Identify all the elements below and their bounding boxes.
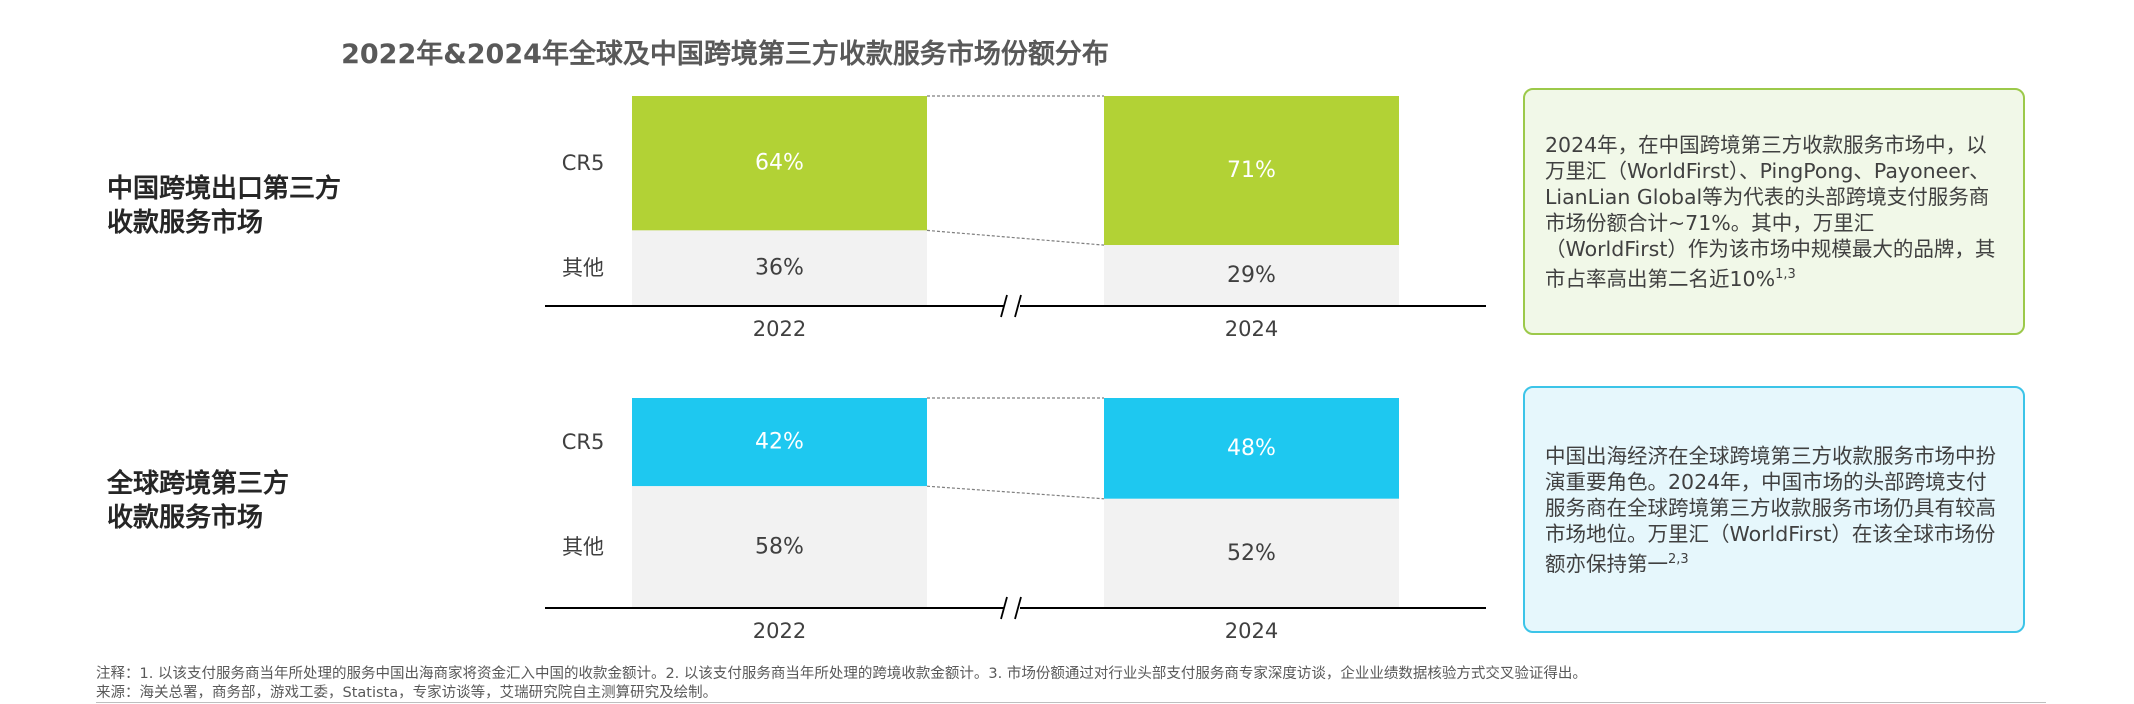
label-cr5-2024: 48% bbox=[1227, 436, 1276, 461]
row-label-china: 中国跨境出口第三方 收款服务市场 bbox=[107, 172, 427, 240]
note-global-body: 中国出海经济在全球跨境第三方收款服务市场中扮演重要角色。2024年，中国市场的头… bbox=[1545, 443, 1996, 576]
bar-other-2024 bbox=[1104, 245, 1399, 306]
tick-label-2024: 2024 bbox=[1225, 317, 1278, 341]
note-box-china: 2024年，在中国跨境第三方收款服务市场中，以万里汇（WorldFirst）、P… bbox=[1523, 88, 2025, 335]
row-label-china-line1: 中国跨境出口第三方 bbox=[107, 174, 342, 204]
bar-cr5-2022 bbox=[632, 96, 927, 231]
label-cr5-2022: 42% bbox=[755, 430, 804, 455]
bar-other-2022 bbox=[632, 230, 927, 306]
tick-label-2024: 2024 bbox=[1225, 619, 1278, 643]
footnote-notes: 注释：1. 以该支付服务商当年所处理的服务中国出海商家将资金汇入中国的收款金额计… bbox=[96, 666, 1587, 682]
note-china-sup: 1,3 bbox=[1775, 266, 1796, 282]
note-global-sup: 2,3 bbox=[1668, 551, 1689, 567]
bottom-divider bbox=[96, 702, 2046, 703]
note-text-china: 2024年，在中国跨境第三方收款服务市场中，以万里汇（WorldFirst）、P… bbox=[1545, 132, 2003, 292]
label-other-2024: 29% bbox=[1227, 263, 1276, 288]
label-other-2022: 36% bbox=[755, 256, 804, 281]
note-china-body: 2024年，在中国跨境第三方收款服务市场中，以万里汇（WorldFirst）、P… bbox=[1545, 132, 1996, 291]
tick-label-2022: 2022 bbox=[753, 619, 806, 643]
footnote-source: 来源：海关总署，商务部，游戏工委，Statista，专家访谈等，艾瑞研究院自主测… bbox=[96, 685, 718, 701]
label-other-2022: 58% bbox=[755, 535, 804, 560]
chart-title: 2022年&2024年全球及中国跨境第三方收款服务市场份额分布 bbox=[341, 39, 1109, 70]
label-cr5-2022: 64% bbox=[755, 151, 804, 176]
label-other-2024: 52% bbox=[1227, 541, 1276, 566]
axis-break-mark-b-1 bbox=[1014, 596, 1022, 620]
stacked-bar-charts: 64% 36% 2022 71% 29% 2024 CR5 其他 42% 58% 2022 48% 52… bbox=[545, 95, 1486, 643]
series-label-cr5-1: CR5 bbox=[562, 430, 605, 454]
note-text-global: 中国出海经济在全球跨境第三方收款服务市场中扮演重要角色。2024年，中国市场的头… bbox=[1545, 443, 2003, 577]
axis-break-mark-b-0 bbox=[1014, 294, 1022, 318]
connector-split-0 bbox=[926, 229, 1105, 246]
row-label-china-line2: 收款服务市场 bbox=[107, 208, 264, 238]
label-cr5-2024: 71% bbox=[1227, 158, 1276, 183]
series-label-cr5-0: CR5 bbox=[562, 151, 605, 175]
bar-cr5-2022 bbox=[632, 398, 927, 487]
axis-break-mark-a-1 bbox=[1000, 596, 1008, 620]
row-label-global-line1: 全球跨境第三方 bbox=[107, 469, 290, 499]
series-label-other-1: 其他 bbox=[562, 535, 604, 559]
bar-cr5-2024 bbox=[1104, 398, 1399, 499]
axis-break-mark-a-0 bbox=[1000, 294, 1008, 318]
bar-other-2022 bbox=[632, 486, 927, 608]
bar-cr5-2024 bbox=[1104, 96, 1399, 246]
bar-other-2024 bbox=[1104, 498, 1399, 608]
row-label-global-line2: 收款服务市场 bbox=[107, 503, 264, 533]
note-box-global: 中国出海经济在全球跨境第三方收款服务市场中扮演重要角色。2024年，中国市场的头… bbox=[1523, 386, 2025, 633]
row-label-global: 全球跨境第三方 收款服务市场 bbox=[107, 467, 427, 535]
tick-label-2022: 2022 bbox=[753, 317, 806, 341]
connector-split-1 bbox=[926, 485, 1105, 500]
series-label-other-0: 其他 bbox=[562, 256, 604, 280]
